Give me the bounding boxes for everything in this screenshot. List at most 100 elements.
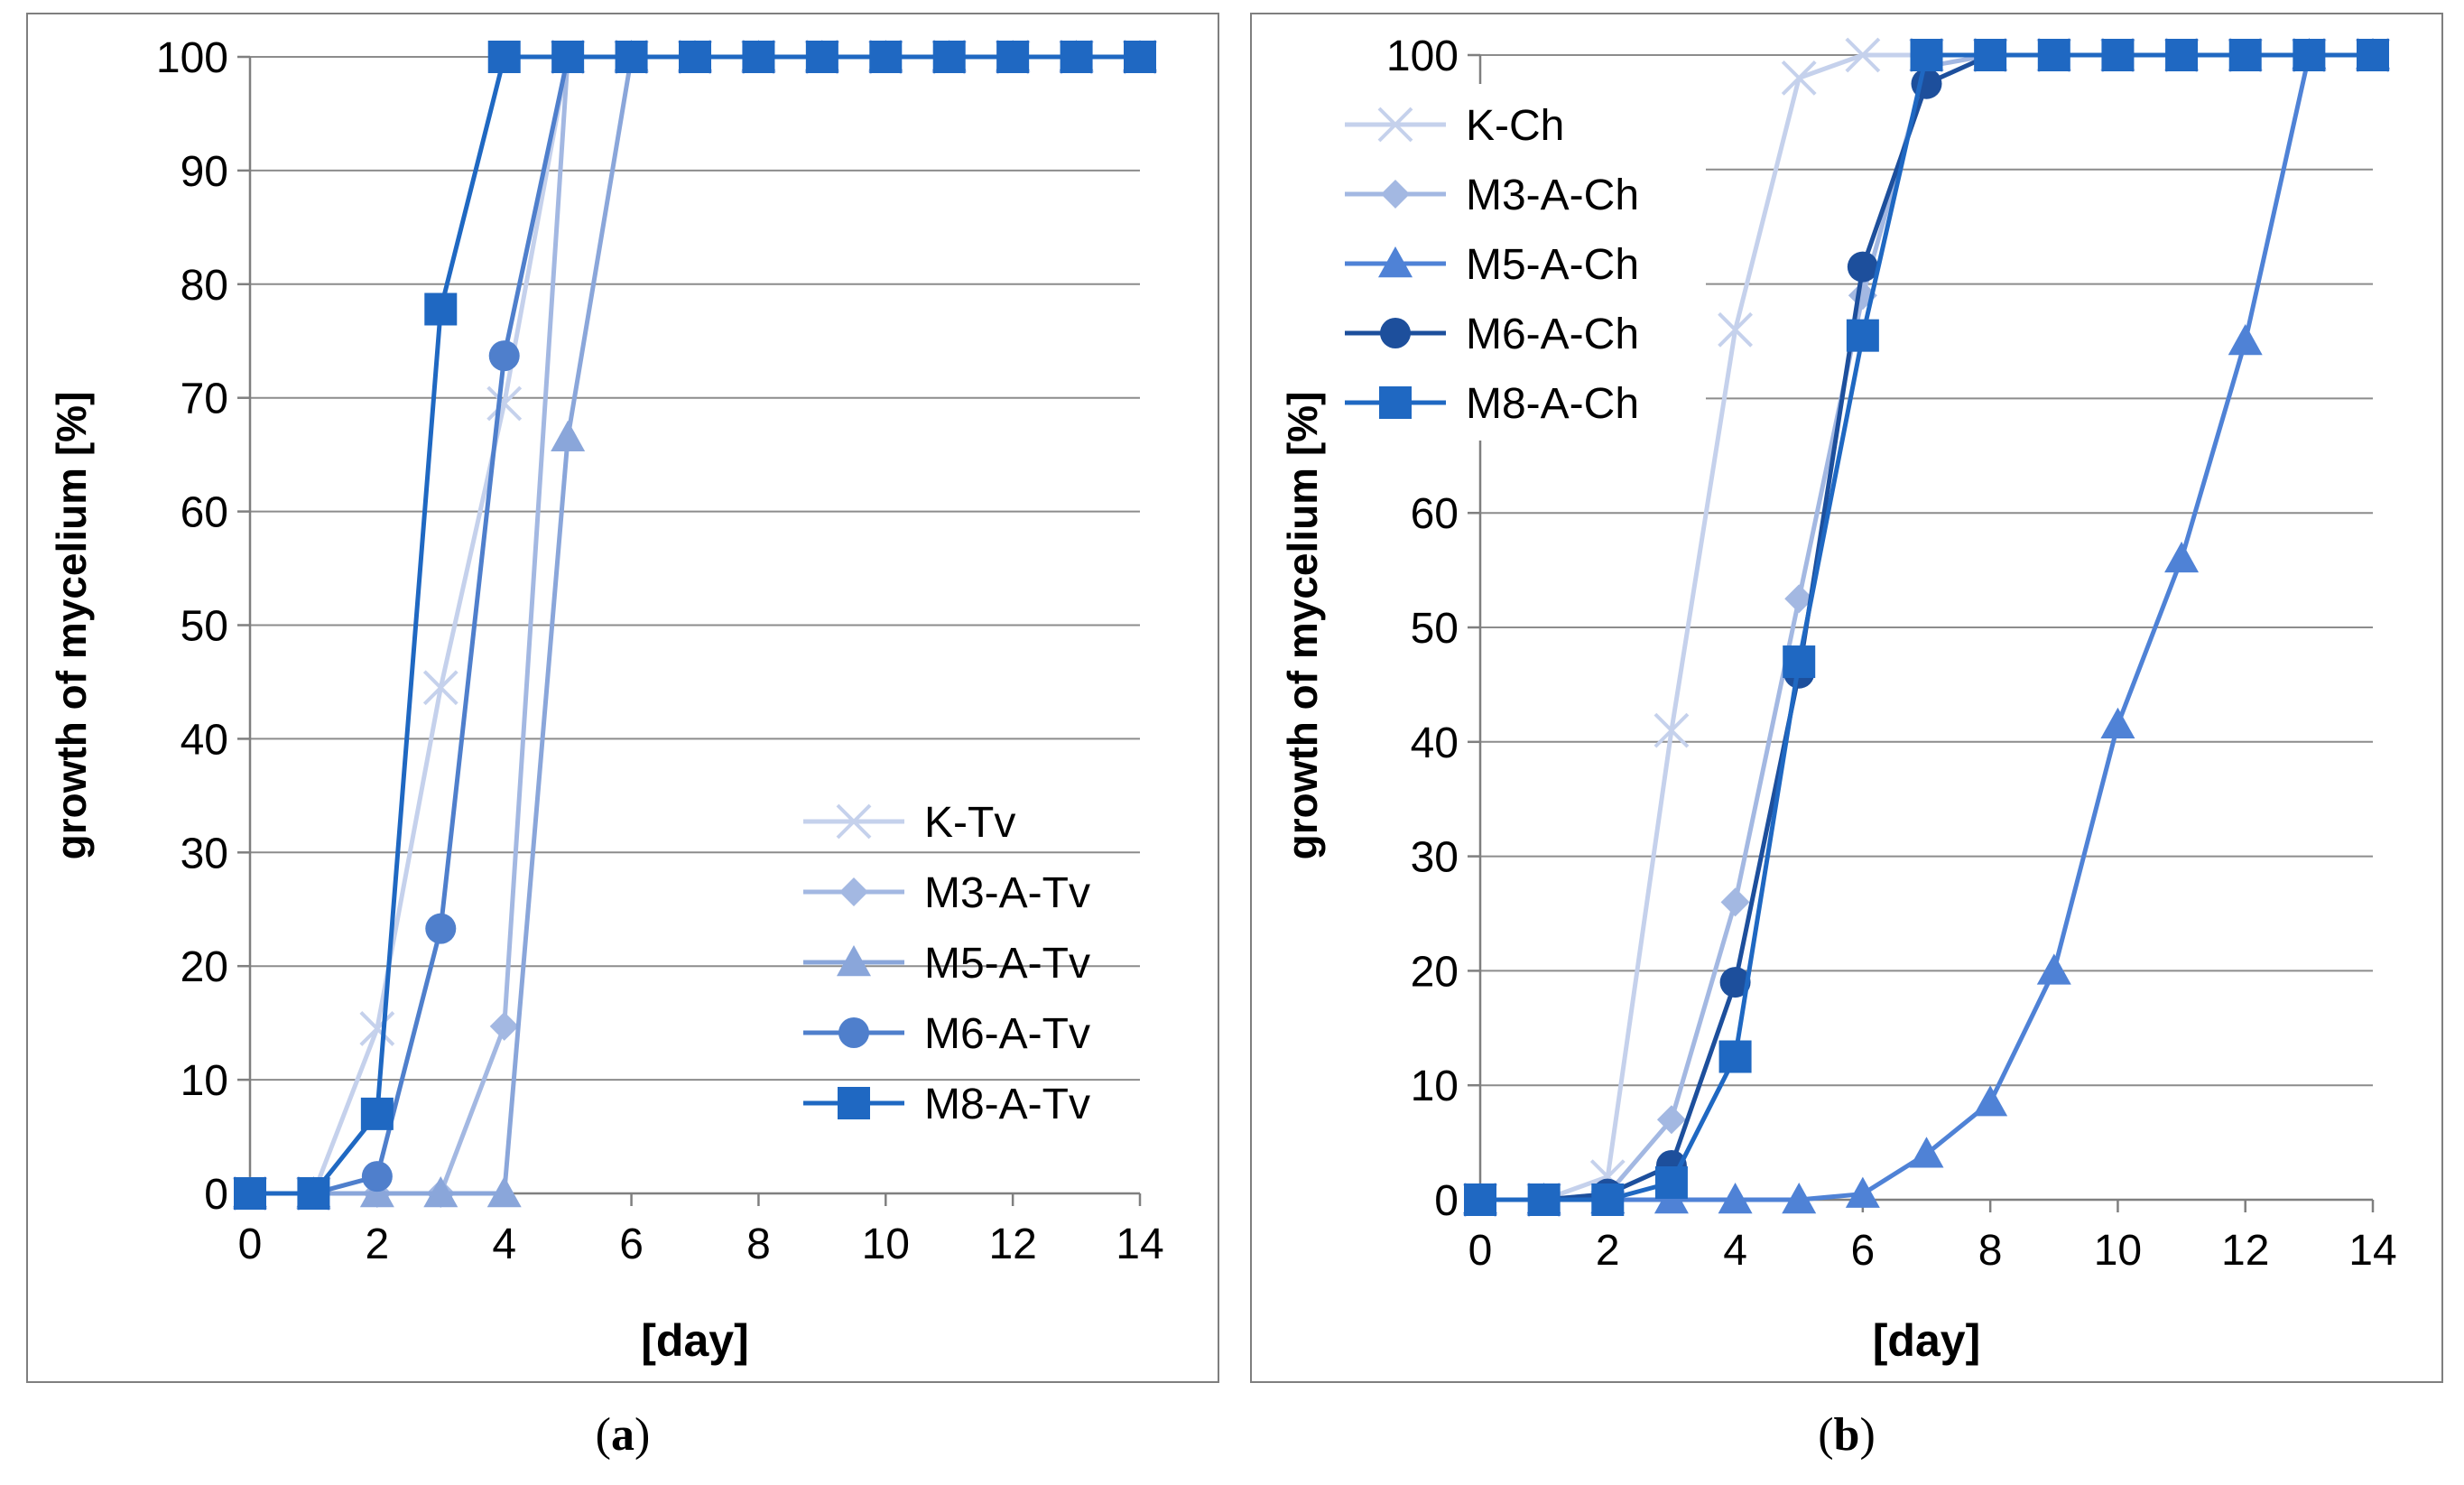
legend-marker-a-4 <box>838 1087 870 1119</box>
data-point-a-0-4-stroke-2 <box>486 385 523 422</box>
data-point-a-4-9 <box>805 41 838 73</box>
data-point-a-4-12 <box>996 41 1030 73</box>
data-point-a-4-8 <box>742 41 775 73</box>
data-point-a-0-4 <box>486 385 523 422</box>
series-a-4 <box>234 41 1156 1210</box>
data-point-b-0-4 <box>1718 311 1753 348</box>
legend-label-a-0: K-Tv <box>924 799 1015 847</box>
data-point-b-4-11 <box>2165 39 2199 71</box>
data-point-b-4-9 <box>2037 39 2070 71</box>
legend-label-b-3: M6-A-Ch <box>1466 311 1639 358</box>
legend-label-b-4: M8-A-Ch <box>1466 380 1639 428</box>
x-axis-label-a: [day] <box>641 1315 748 1366</box>
legend-label-b-2: M5-A-Ch <box>1466 241 1639 289</box>
x-axis-label-b: [day] <box>1873 1315 1980 1366</box>
y-tick-label-a-60: 60 <box>181 489 228 537</box>
data-point-b-1-4 <box>1720 887 1750 917</box>
data-point-a-2-5 <box>551 420 586 451</box>
x-tick-label-b-8: 8 <box>1978 1227 2003 1275</box>
data-point-a-4-0 <box>234 1177 266 1210</box>
y-tick-label-a-20: 20 <box>181 943 228 991</box>
data-point-b-0-6-stroke-2 <box>1845 37 1881 73</box>
data-point-b-4-1 <box>1527 1183 1561 1216</box>
data-point-a-4-5 <box>551 41 585 73</box>
legend-label-b-1: M3-A-Ch <box>1466 172 1639 219</box>
data-point-b-1-5 <box>1784 584 1814 614</box>
data-point-b-0-6 <box>1845 37 1881 73</box>
legend-label-b-0: K-Ch <box>1466 102 1564 150</box>
x-tick-label-a-12: 12 <box>988 1220 1036 1268</box>
legend-marker-b-4 <box>1379 386 1412 419</box>
y-tick-label-b-60: 60 <box>1411 490 1459 538</box>
data-point-b-2-6 <box>1845 1176 1880 1208</box>
y-tick-label-b-20: 20 <box>1411 948 1459 996</box>
data-point-a-4-3 <box>424 292 458 326</box>
data-point-b-4-6 <box>1846 319 1879 352</box>
data-point-b-2-10 <box>2100 707 2135 738</box>
caption-a-open: ( <box>595 1409 611 1461</box>
x-tick-label-b-14: 14 <box>2348 1227 2396 1275</box>
data-point-b-4-2 <box>1591 1183 1625 1216</box>
legend-b: K-Ch M3-A-Ch M5-A-Ch M6-A-Ch M8-A-Ch <box>1336 84 1706 441</box>
data-point-b-0-4-stroke-2 <box>1718 311 1753 348</box>
data-point-b-0-5 <box>1781 60 1817 96</box>
x-tick-label-b-4: 4 <box>1723 1227 1747 1275</box>
y-tick-label-b-10: 10 <box>1411 1063 1459 1110</box>
data-point-a-4-10 <box>869 41 903 73</box>
legend-marker-a-0 <box>836 803 872 840</box>
legend-marker-b-3 <box>1380 318 1411 348</box>
y-tick-label-a-70: 70 <box>181 376 228 423</box>
x-tick-label-b-10: 10 <box>2094 1227 2142 1275</box>
data-point-a-3-2 <box>361 1161 393 1193</box>
legend-marker-a-3 <box>838 1017 869 1048</box>
data-point-b-2-9 <box>2036 953 2071 985</box>
y-tick-label-b-30: 30 <box>1411 834 1459 882</box>
data-point-b-4-8 <box>1974 39 2007 71</box>
panel-a-frame <box>26 13 1219 1383</box>
y-tick-label-b-0: 0 <box>1434 1177 1459 1225</box>
x-tick-label-a-10: 10 <box>862 1220 910 1268</box>
x-tick-label-a-0: 0 <box>238 1220 263 1268</box>
legend-label-a-1: M3-A-Tv <box>924 869 1090 917</box>
data-point-a-3-3 <box>425 913 457 944</box>
data-point-b-0-3 <box>1653 712 1690 748</box>
data-point-a-4-13 <box>1060 41 1093 73</box>
data-point-a-0-2 <box>359 1011 395 1046</box>
x-tick-label-a-14: 14 <box>1116 1220 1163 1268</box>
legend-label-a-4: M8-A-Tv <box>924 1081 1090 1128</box>
x-tick-label-a-2: 2 <box>366 1220 390 1268</box>
caption-b-letter: b <box>1833 1409 1860 1461</box>
legend-marker-b-2 <box>1378 246 1413 278</box>
data-point-a-4-6 <box>615 41 648 73</box>
data-point-b-4-10 <box>2101 39 2135 71</box>
data-point-b-0-5-stroke-2 <box>1781 60 1817 96</box>
data-point-a-2-3 <box>423 1176 459 1208</box>
data-point-a-4-11 <box>932 41 966 73</box>
x-tick-label-a-4: 4 <box>492 1220 516 1268</box>
data-point-b-4-5 <box>1783 645 1816 679</box>
y-tick-label-a-100: 100 <box>156 34 228 82</box>
x-tick-label-b-0: 0 <box>1468 1227 1493 1275</box>
caption-b-close: ) <box>1859 1409 1876 1461</box>
caption-a: (a) <box>533 1408 713 1462</box>
legend-marker-a-2 <box>837 945 871 977</box>
x-tick-label-a-6: 6 <box>619 1220 644 1268</box>
data-point-a-0-2-stroke-2 <box>359 1011 395 1046</box>
legend-label-a-2: M5-A-Tv <box>924 940 1090 988</box>
caption-a-letter: a <box>611 1409 635 1461</box>
legend-marker-b-0 <box>1377 107 1413 143</box>
data-point-a-2-4 <box>486 1176 522 1208</box>
caption-a-close: ) <box>635 1409 651 1461</box>
data-point-a-4-2 <box>360 1097 394 1130</box>
data-point-b-2-5 <box>1782 1183 1817 1214</box>
data-point-a-4-1 <box>297 1177 330 1210</box>
y-tick-label-a-90: 90 <box>181 148 228 196</box>
x-tick-label-b-2: 2 <box>1596 1227 1620 1275</box>
legend-marker-b-0-stroke-2 <box>1377 107 1413 143</box>
y-tick-label-a-0: 0 <box>204 1171 228 1219</box>
legend-marker-b-1 <box>1381 180 1410 209</box>
data-point-b-4-7 <box>1910 39 1943 71</box>
chart-panel-b: 0 10 20 30 40 50 60 100 0 2 4 6 8 10 12 14 [day] growth o… <box>1279 32 2397 1366</box>
data-point-b-2-4 <box>1718 1183 1753 1214</box>
